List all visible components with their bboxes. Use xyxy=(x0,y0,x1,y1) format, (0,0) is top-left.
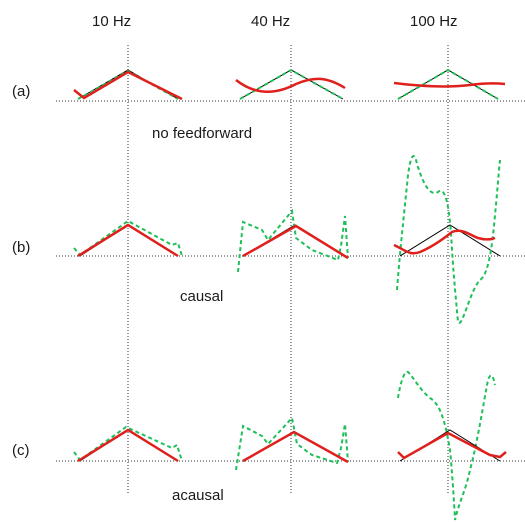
feedforward-trace-b-100hz xyxy=(396,155,501,324)
caption-acausal: acausal xyxy=(172,487,224,504)
feedforward-trace-c-100hz xyxy=(397,370,496,521)
row-c-traces xyxy=(73,370,507,521)
feedback-trace-a-100hz xyxy=(393,81,506,88)
column-header-10hz: 10 Hz xyxy=(92,13,131,30)
feedforward-trace-a-40hz xyxy=(239,68,344,100)
feedback-trace-b-40hz xyxy=(242,224,349,260)
feedback-trace-c-100hz xyxy=(397,431,507,460)
row-label-c: (c) xyxy=(12,442,30,459)
feedforward-trace-c-10hz xyxy=(73,425,183,462)
column-header-100hz: 100 Hz xyxy=(410,13,458,30)
column-header-40hz: 40 Hz xyxy=(251,13,290,30)
reference-trace-c-10hz xyxy=(79,429,179,462)
feedforward-trace-b-10hz xyxy=(73,219,183,257)
caption-causal: causal xyxy=(180,288,223,305)
row-a-traces xyxy=(73,68,506,101)
feedback-trace-c-40hz xyxy=(242,430,349,464)
row-label-b: (b) xyxy=(12,239,30,256)
feedback-trace-a-10hz xyxy=(73,70,183,101)
feedforward-trace-c-40hz xyxy=(235,415,349,471)
feedback-trace-c-10hz xyxy=(77,428,179,463)
reference-trace-c-40hz xyxy=(242,431,346,462)
feedforward-trace-a-100hz xyxy=(397,68,499,100)
row-b-traces xyxy=(73,155,501,324)
grid xyxy=(56,45,525,495)
feedback-trace-b-100hz xyxy=(393,229,496,255)
feedback-trace-a-40hz xyxy=(235,77,346,94)
reference-trace-b-100hz xyxy=(399,224,501,257)
feedforward-trace-b-40hz xyxy=(237,208,349,273)
reference-trace-b-40hz xyxy=(242,224,346,257)
feedback-trace-b-10hz xyxy=(77,223,179,258)
row-label-a: (a) xyxy=(12,83,30,100)
caption-no-feedforward: no feedforward xyxy=(152,125,252,142)
